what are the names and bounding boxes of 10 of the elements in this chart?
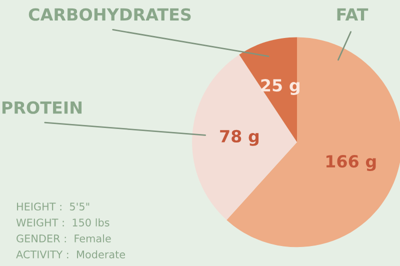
data-label: 166 g	[326, 155, 376, 171]
slice-label: PROTEIN	[2, 101, 82, 114]
slice-label: FAT	[337, 8, 368, 21]
text: GENDER : Female	[16, 234, 111, 242]
slice-label: CARBOHYDRATES	[28, 8, 191, 21]
text: ACTIVITY : Moderate	[16, 250, 126, 258]
text: WEIGHT : 150 lbs	[16, 218, 110, 226]
data-label: 78 g	[220, 130, 259, 146]
data-label: 25 g	[261, 79, 300, 95]
text: HEIGHT : 5'5"	[17, 202, 90, 210]
